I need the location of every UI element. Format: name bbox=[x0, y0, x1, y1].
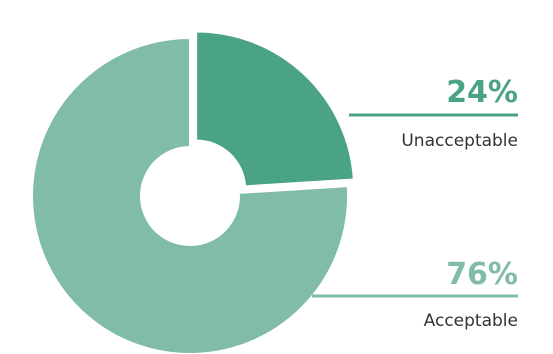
callouts-group: 24% Unacceptable 76% Acceptable bbox=[312, 75, 518, 331]
category-label-unacceptable: Unacceptable bbox=[401, 131, 518, 151]
slice-unacceptable bbox=[195, 30, 355, 188]
slices-group bbox=[31, 30, 355, 354]
category-label-acceptable: Acceptable bbox=[424, 311, 518, 331]
value-label-acceptable: 76% bbox=[446, 257, 518, 292]
value-label-unacceptable: 24% bbox=[446, 75, 518, 110]
slice-acceptable bbox=[31, 36, 349, 354]
